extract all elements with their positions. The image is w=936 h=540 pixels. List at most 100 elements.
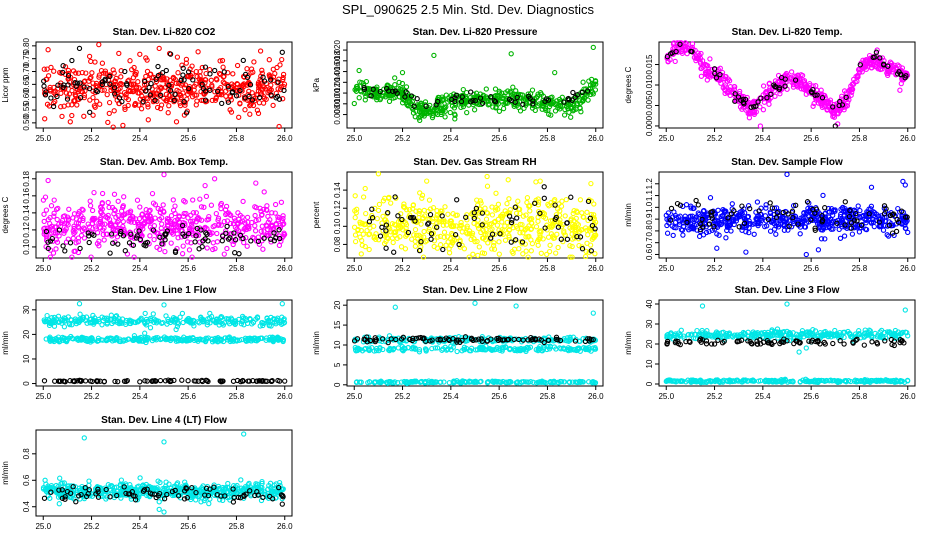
data-point <box>508 51 514 57</box>
data-point <box>168 240 174 246</box>
data-point <box>104 91 110 98</box>
y-tick-label: 0.005 <box>645 95 654 116</box>
data-point <box>108 87 114 94</box>
data-point <box>96 41 102 48</box>
data-point <box>506 196 512 202</box>
data-point <box>62 248 68 254</box>
data-point <box>198 204 205 210</box>
y-tick-label: 0.14 <box>22 205 31 221</box>
data-point <box>552 69 558 76</box>
data-point <box>442 114 448 120</box>
data-point <box>505 177 511 183</box>
data-point <box>221 218 227 225</box>
data-point <box>111 191 118 197</box>
data-point <box>65 102 71 108</box>
data-point <box>751 110 757 116</box>
y-tick-label: 0.60 <box>22 89 31 105</box>
data-point <box>268 92 274 98</box>
data-point <box>193 210 199 216</box>
plot-frame <box>346 41 604 129</box>
data-point <box>54 239 61 245</box>
data-point <box>58 90 64 96</box>
x-tick-label: 25.6 <box>491 392 507 401</box>
data-point <box>154 104 161 111</box>
data-point <box>464 109 470 116</box>
data-point <box>237 87 243 94</box>
data-point <box>214 239 221 245</box>
x-tick-label: 26.0 <box>588 264 604 273</box>
data-point <box>225 70 231 76</box>
series-reference <box>664 41 909 129</box>
data-point <box>592 87 599 93</box>
data-point <box>219 57 226 64</box>
data-point <box>248 66 255 72</box>
data-point <box>874 60 881 66</box>
data-point <box>41 78 47 84</box>
data-point <box>87 203 94 209</box>
data-point <box>57 69 63 76</box>
x-tick-label: 25.8 <box>540 264 556 273</box>
y-tick-label: 0.012 <box>333 83 342 104</box>
x-tick-label: 25.6 <box>491 134 507 143</box>
x-tick-label: 25.4 <box>443 392 459 401</box>
data-point <box>167 77 173 83</box>
data-point <box>143 73 149 80</box>
data-point <box>664 230 671 236</box>
data-point <box>504 200 510 207</box>
x-tick-label: 25.8 <box>852 264 868 273</box>
data-point <box>48 95 54 101</box>
chart-panel-3: Stan. Dev. Li-820 Temp.degrees C25.0 25.2… <box>624 27 916 143</box>
data-point <box>190 218 196 224</box>
data-point <box>232 250 238 256</box>
data-point <box>760 83 767 89</box>
data-point <box>376 201 383 208</box>
data-point <box>427 211 434 218</box>
data-point <box>361 86 368 92</box>
data-point <box>535 91 541 97</box>
plot-frame <box>35 299 293 387</box>
x-tick-label: 25.8 <box>540 392 556 401</box>
data-point <box>122 106 128 113</box>
data-point <box>221 69 227 75</box>
data-point <box>396 79 402 86</box>
series-reference <box>361 84 591 109</box>
data-point <box>421 234 427 240</box>
data-point <box>244 224 250 231</box>
y-tick-label: 0.65 <box>22 76 31 92</box>
data-point <box>485 102 491 108</box>
data-point <box>272 210 278 216</box>
y-axis-label: degrees C <box>624 66 633 103</box>
data-point <box>234 87 240 94</box>
data-point <box>155 205 161 212</box>
data-point <box>60 84 66 90</box>
data-point <box>172 76 178 83</box>
data-point <box>366 246 372 253</box>
data-point <box>479 100 486 106</box>
data-point <box>230 241 236 248</box>
data-point <box>142 310 148 317</box>
data-point <box>206 213 212 220</box>
data-point <box>250 69 256 75</box>
data-point <box>431 108 437 115</box>
y-tick-label: 10 <box>333 340 342 349</box>
x-tick-label: 25.2 <box>395 264 411 273</box>
y-tick-label: 0.50 <box>22 115 31 131</box>
data-point <box>94 83 101 89</box>
data-point <box>147 92 153 98</box>
data-point <box>45 73 52 79</box>
series-main <box>351 171 599 260</box>
data-point <box>277 86 284 93</box>
data-point <box>722 74 728 80</box>
x-tick-label: 25.4 <box>443 134 459 143</box>
data-point <box>175 235 181 241</box>
x-tick-label: 25.0 <box>35 392 51 401</box>
data-point <box>360 194 367 200</box>
data-point <box>242 220 248 226</box>
data-point <box>257 48 264 54</box>
data-point <box>207 87 213 93</box>
data-point <box>460 103 467 110</box>
data-point <box>55 205 61 212</box>
data-point <box>107 73 113 80</box>
